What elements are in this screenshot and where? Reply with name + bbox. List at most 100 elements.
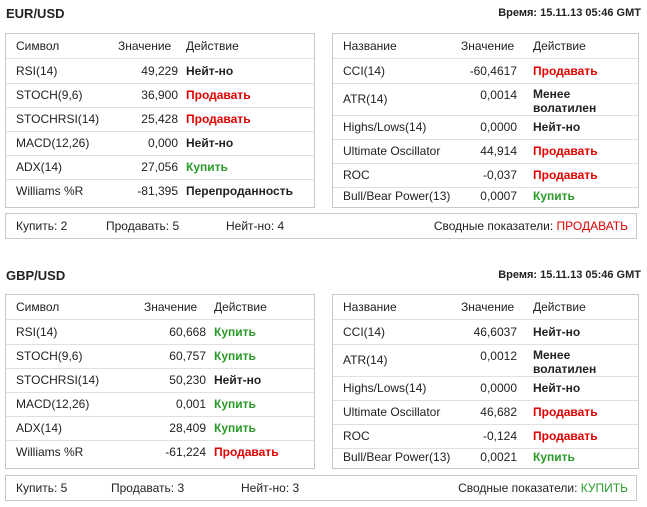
table-row: Williams %R -61,224 Продавать <box>6 440 314 464</box>
pair-title: EUR/USD <box>6 6 65 21</box>
indicator-value: 0,000 <box>147 136 178 150</box>
indicator-action: Продавать <box>533 144 598 158</box>
indicator-action: Купить <box>214 349 256 363</box>
indicator-name: Williams %R <box>16 184 84 198</box>
summary-bar: Купить: 5 Продавать: 3 Нейт-но: 3 Сводны… <box>5 475 637 501</box>
col-header-symbol: Символ <box>16 39 60 53</box>
table-header-row: Символ Значение Действие <box>6 34 314 59</box>
indicator-action: Перепроданность <box>186 184 293 198</box>
table-header-row: Название Значение Действие <box>333 295 638 320</box>
indicator-action: Купить <box>214 397 256 411</box>
indicator-value: -0,037 <box>482 168 517 182</box>
table-row: MACD(12,26) 0,001 Купить <box>6 392 314 417</box>
indicator-value: 50,230 <box>169 373 206 387</box>
indicator-value: 27,056 <box>141 160 178 174</box>
summary-sell-count: Продавать: 5 <box>106 219 180 233</box>
table-row: STOCH(9,6) 36,900 Продавать <box>6 83 314 108</box>
pair-time: Время: 15.11.13 05:46 GMT <box>498 269 641 281</box>
table-row: RSI(14) 49,229 Нейт-но <box>6 59 314 84</box>
indicator-value: 0,0021 <box>480 450 517 464</box>
col-header-name: Название <box>343 300 397 314</box>
table-row: MACD(12,26) 0,000 Нейт-но <box>6 131 314 156</box>
indicator-name: CCI(14) <box>343 64 386 78</box>
table-row: Ultimate Oscillator 46,682 Продавать <box>333 400 638 425</box>
table-row: ATR(14) 0,0014 Менее волатилен <box>333 83 638 116</box>
table-row: ROC -0,124 Продавать <box>333 424 638 449</box>
col-header-value: Значение <box>461 300 515 314</box>
summary-buy-count: Купить: 5 <box>16 481 68 495</box>
summary-total-value: ПРОДАВАТЬ <box>556 219 628 233</box>
table-row: Ultimate Oscillator 44,914 Продавать <box>333 139 638 164</box>
table-row: ADX(14) 28,409 Купить <box>6 416 314 441</box>
summary-total: Сводные показатели: КУПИТЬ <box>458 476 628 500</box>
pair-header: EUR/USD Время: 15.11.13 05:46 GMT <box>0 0 647 22</box>
oscillators-table: Символ Значение Действие RSI(14) 49,229 … <box>5 33 315 208</box>
pair-time: Время: 15.11.13 05:46 GMT <box>498 7 641 19</box>
col-header-action: Действие <box>186 39 239 53</box>
table-row: ADX(14) 27,056 Купить <box>6 155 314 180</box>
indicator-action: Нейт-но <box>533 381 581 395</box>
indicator-value: -60,4617 <box>469 64 517 78</box>
indicator-name: STOCHRSI(14) <box>16 373 100 387</box>
summary-buy-count: Купить: 2 <box>16 219 68 233</box>
table-header-row: Символ Значение Действие <box>6 295 314 320</box>
table-row: ATR(14) 0,0012 Менее волатилен <box>333 344 638 377</box>
indicator-action: Нейт-но <box>533 120 581 134</box>
indicator-action: Нейт-но <box>186 136 234 150</box>
indicator-name: Bull/Bear Power(13) <box>343 450 451 464</box>
table-row: STOCHRSI(14) 25,428 Продавать <box>6 107 314 132</box>
indicator-action: Нейт-но <box>214 373 262 387</box>
indicator-name: STOCHRSI(14) <box>16 112 100 126</box>
indicator-action: Продавать <box>533 405 598 419</box>
indicator-value: 44,914 <box>480 144 517 158</box>
summary-neutral-count: Нейт-но: 3 <box>241 481 300 495</box>
indicator-name: STOCH(9,6) <box>16 88 83 102</box>
indicator-name: ROC <box>343 168 370 182</box>
indicator-value: 0,001 <box>175 397 206 411</box>
col-header-value: Значение <box>144 300 198 314</box>
indicator-action: Нейт-но <box>186 64 234 78</box>
indicator-name: CCI(14) <box>343 325 386 339</box>
summary-neutral-count: Нейт-но: 4 <box>226 219 285 233</box>
pair-section-eurusd: EUR/USD Время: 15.11.13 05:46 GMT Символ… <box>0 0 647 240</box>
summary-total-label: Сводные показатели: <box>458 481 581 495</box>
table-row: Bull/Bear Power(13) 0,0021 Купить <box>333 445 638 469</box>
table-row: STOCHRSI(14) 50,230 Нейт-но <box>6 368 314 393</box>
pair-title: GBP/USD <box>6 268 66 283</box>
indicator-value: 46,682 <box>480 405 517 419</box>
indicator-name: STOCH(9,6) <box>16 349 83 363</box>
indicator-action: Продавать <box>533 429 598 443</box>
indicator-action: Продавать <box>533 64 598 78</box>
indicators-table: Название Значение Действие CCI(14) 46,60… <box>332 294 639 469</box>
indicator-value: 60,668 <box>169 325 206 339</box>
col-header-action: Действие <box>533 39 586 53</box>
indicator-name: RSI(14) <box>16 64 58 78</box>
table-row: CCI(14) -60,4617 Продавать <box>333 59 638 84</box>
pair-header: GBP/USD Время: 15.11.13 05:46 GMT <box>0 262 647 284</box>
indicator-name: ADX(14) <box>16 421 63 435</box>
col-header-name: Название <box>343 39 397 53</box>
indicator-name: MACD(12,26) <box>16 397 90 411</box>
indicator-value: 0,0000 <box>480 381 517 395</box>
table-row: CCI(14) 46,6037 Нейт-но <box>333 320 638 345</box>
indicator-value: 36,900 <box>141 88 178 102</box>
indicator-action: Купить <box>214 325 256 339</box>
col-header-symbol: Символ <box>16 300 60 314</box>
summary-bar: Купить: 2 Продавать: 5 Нейт-но: 4 Сводны… <box>5 213 637 239</box>
indicator-action: Менее волатилен <box>533 87 597 115</box>
indicator-name: Williams %R <box>16 445 84 459</box>
oscillators-table: Символ Значение Действие RSI(14) 60,668 … <box>5 294 315 469</box>
indicator-action: Продавать <box>533 168 598 182</box>
table-row: RSI(14) 60,668 Купить <box>6 320 314 345</box>
table-row: STOCH(9,6) 60,757 Купить <box>6 344 314 369</box>
indicator-value: 60,757 <box>169 349 206 363</box>
indicator-name: Ultimate Oscillator <box>343 405 441 419</box>
indicator-action: Купить <box>533 189 575 203</box>
indicator-name: ROC <box>343 429 370 443</box>
indicator-value: 25,428 <box>141 112 178 126</box>
indicator-name: ADX(14) <box>16 160 63 174</box>
table-header-row: Название Значение Действие <box>333 34 638 59</box>
indicator-action: Купить <box>533 450 575 464</box>
indicator-action: Продавать <box>186 112 251 126</box>
indicator-action: Купить <box>214 421 256 435</box>
